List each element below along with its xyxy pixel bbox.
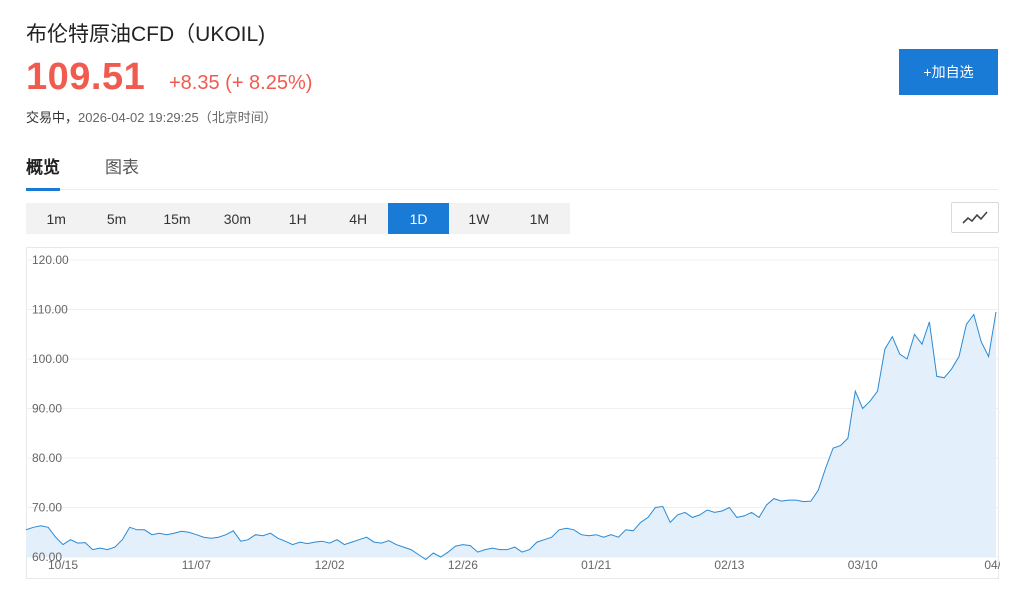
- period-1w[interactable]: 1W: [468, 210, 490, 227]
- price-line: [26, 311, 997, 561]
- x-tick-label: 01/21: [581, 558, 611, 572]
- chart-frame: [26, 247, 999, 579]
- x-tick-label: 04/0: [984, 558, 1000, 572]
- trading-status: 交易中，2026-04-02 19:29:25（北京时间）: [26, 107, 277, 126]
- y-tick-label: 100.00: [32, 352, 69, 366]
- instrument-title: 布伦特原油CFD（UKOIL): [26, 23, 266, 46]
- chart-type-button[interactable]: [951, 202, 999, 233]
- line-chart-icon: [962, 210, 988, 224]
- period-1d[interactable]: 1D: [388, 203, 449, 234]
- status-label: 交易中，: [26, 110, 79, 125]
- period-15m[interactable]: 15m: [163, 210, 191, 227]
- y-tick-label: 90.00: [32, 402, 62, 416]
- period-4h[interactable]: 4H: [349, 210, 368, 227]
- y-tick-label: 80.00: [32, 451, 62, 465]
- tab-chart[interactable]: 图表: [105, 158, 139, 177]
- x-tick-label: 12/26: [448, 558, 478, 572]
- period-1h[interactable]: 1H: [288, 210, 307, 227]
- price-chart-svg: 120.00 110.00 100.00 90.00 80.00 70.00 60.0010…: [26, 247, 1000, 579]
- period-1mo[interactable]: 1M: [529, 210, 550, 227]
- y-tick-label: 60.00: [32, 550, 62, 564]
- y-tick-label: 120.00: [32, 253, 69, 267]
- period-selector: 1m 5m 15m 30m 1H 4H 1D 1W 1M: [26, 203, 570, 234]
- add-to-watchlist-button[interactable]: +加自选: [899, 49, 998, 95]
- x-tick-label: 03/10: [848, 558, 878, 572]
- x-tick-label: 02/13: [714, 558, 744, 572]
- period-1m[interactable]: 1m: [46, 210, 66, 227]
- price-chart[interactable]: 120.00 110.00 100.00 90.00 80.00 70.00 60.00 10…: [26, 247, 1000, 580]
- last-price: 109.51: [26, 56, 146, 98]
- x-tick-label: 10/15: [48, 558, 78, 572]
- y-tick-label: 110.00: [32, 303, 68, 317]
- period-5m[interactable]: 5m: [106, 210, 127, 227]
- price-area-fill: [26, 311, 996, 560]
- status-timestamp: 2026-04-02 19:29:25（北京时间）: [78, 110, 277, 125]
- price-change: +8.35 (+ 8.25%): [169, 72, 313, 94]
- x-tick-label: 11/07: [182, 558, 211, 572]
- tab-bar: 概览 图表: [26, 145, 998, 191]
- y-tick-label: 70.00: [32, 501, 62, 515]
- x-tick-label: 12/02: [315, 558, 345, 572]
- period-30m[interactable]: 30m: [223, 210, 251, 227]
- tab-overview[interactable]: 概览: [26, 153, 60, 191]
